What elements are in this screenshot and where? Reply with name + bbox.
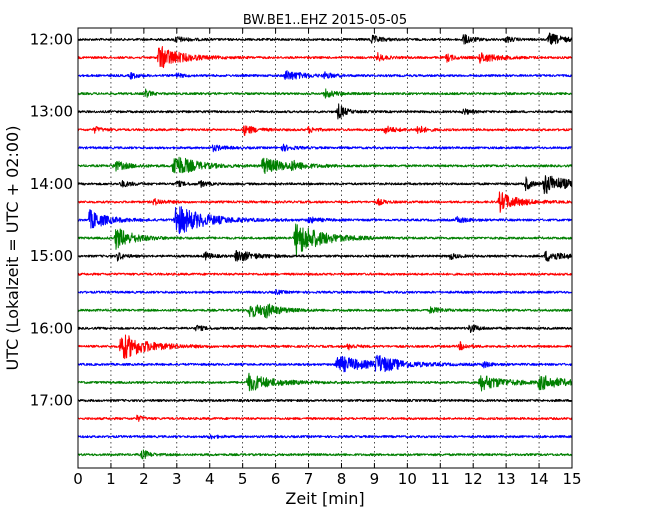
plot-frame bbox=[77, 27, 573, 469]
x-tick-label: 9 bbox=[370, 470, 380, 488]
trace-row bbox=[77, 125, 573, 136]
trace-row bbox=[77, 250, 573, 262]
x-tick-label: 7 bbox=[304, 470, 314, 488]
trace-row bbox=[77, 32, 573, 45]
x-axis-label: Zeit [min] bbox=[285, 489, 364, 508]
trace-row bbox=[77, 175, 573, 195]
trace-row bbox=[77, 334, 573, 360]
x-tick-label: 6 bbox=[271, 470, 281, 488]
y-axis-label: UTC (Lokalzeit = UTC + 02:00) bbox=[3, 126, 22, 371]
y-tick-label: 17:00 bbox=[30, 392, 73, 410]
x-tick-label: 5 bbox=[238, 470, 248, 488]
x-tick-label: 3 bbox=[172, 470, 182, 488]
x-tick-label: 8 bbox=[337, 470, 347, 488]
x-tick-label: 15 bbox=[562, 470, 581, 488]
x-tick-label: 12 bbox=[464, 470, 483, 488]
y-axis-ticks: 12:00 13:00 14:00 15:00 16:00 17:00 bbox=[30, 31, 572, 410]
trace-row bbox=[77, 143, 573, 153]
y-tick-label: 15:00 bbox=[30, 247, 73, 265]
seismic-traces bbox=[77, 32, 573, 460]
trace-row bbox=[77, 398, 573, 403]
trace-row bbox=[77, 434, 573, 440]
trace-row bbox=[77, 103, 573, 120]
x-tick-label: 10 bbox=[398, 470, 417, 488]
trace-row bbox=[77, 303, 573, 319]
trace-row bbox=[77, 223, 573, 257]
trace-row bbox=[77, 449, 573, 460]
x-tick-label: 1 bbox=[106, 470, 116, 488]
trace-row bbox=[77, 70, 573, 80]
trace-row bbox=[77, 88, 573, 99]
y-tick-label: 13:00 bbox=[30, 103, 73, 121]
x-tick-label: 14 bbox=[530, 470, 549, 488]
y-tick-label: 16:00 bbox=[30, 319, 73, 337]
trace-row bbox=[77, 324, 573, 334]
trace-row bbox=[77, 272, 573, 276]
trace-row bbox=[77, 354, 573, 373]
x-axis-ticks: 0 1 2 3 4 5 6 7 8 9 10 11 12 13 14 15 bbox=[73, 28, 582, 488]
chart-title: BW.BE1..EHZ 2015-05-05 bbox=[243, 13, 407, 28]
y-tick-label: 12:00 bbox=[30, 31, 73, 49]
x-tick-label: 11 bbox=[431, 470, 450, 488]
trace-row bbox=[77, 372, 573, 392]
trace-row bbox=[77, 191, 573, 213]
grid-lines bbox=[110, 28, 540, 468]
y-tick-label: 14:00 bbox=[30, 175, 73, 193]
trace-row bbox=[77, 206, 573, 235]
trace-row bbox=[77, 288, 573, 296]
trace-row bbox=[77, 414, 573, 422]
x-tick-label: 13 bbox=[497, 470, 516, 488]
trace-row bbox=[77, 156, 573, 175]
x-tick-label: 2 bbox=[139, 470, 149, 488]
x-tick-label: 0 bbox=[73, 470, 83, 488]
trace-row bbox=[77, 46, 573, 69]
x-tick-label: 4 bbox=[205, 470, 215, 488]
